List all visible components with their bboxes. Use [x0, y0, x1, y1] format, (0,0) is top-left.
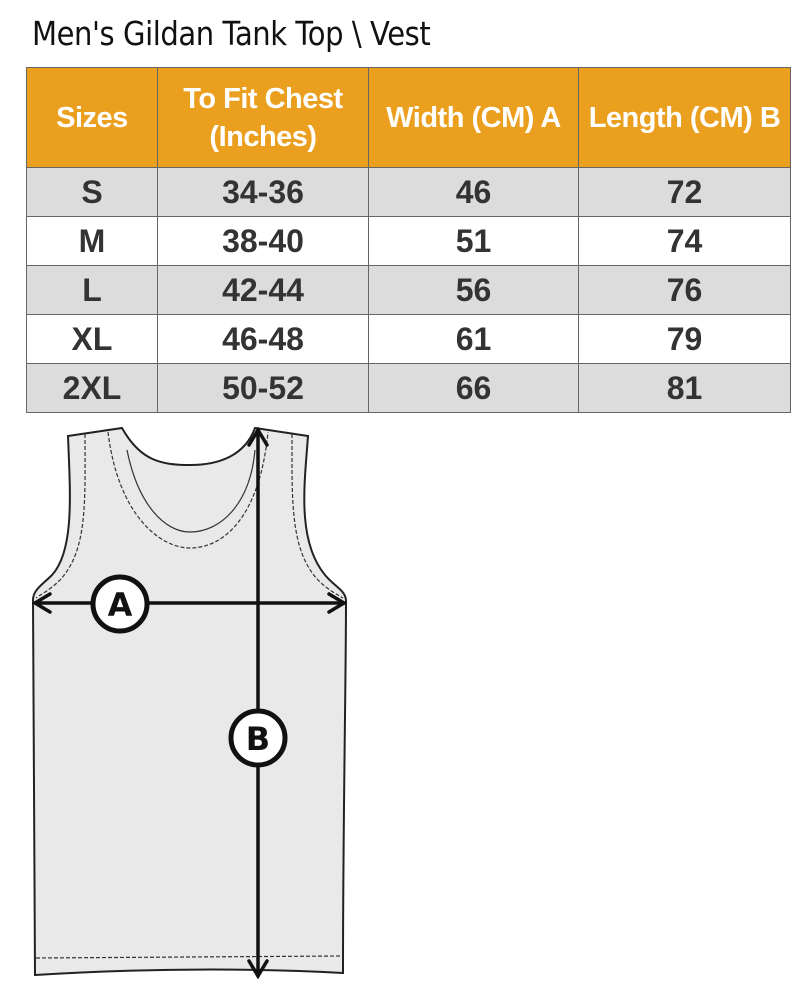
neck-trim: [107, 431, 269, 549]
chart-title: Men's Gildan Tank Top \ Vest: [32, 14, 431, 53]
table-row: M 38-40 51 74: [26, 216, 791, 266]
cell-length: 79: [578, 314, 791, 364]
cell-width: 46: [368, 167, 579, 217]
size-table: Sizes To Fit Chest (Inches) Width (CM) A…: [26, 67, 791, 413]
header-length: Length (CM) B: [578, 67, 791, 168]
garment-outline: [31, 426, 348, 977]
cell-size: S: [26, 167, 158, 217]
cell-size: XL: [26, 314, 158, 364]
cell-chest: 42-44: [157, 265, 369, 315]
cell-size: L: [26, 265, 158, 315]
header-chest: To Fit Chest (Inches): [157, 67, 369, 168]
cell-length: 76: [578, 265, 791, 315]
cell-width: 61: [368, 314, 579, 364]
table-row: S 34-36 46 72: [26, 167, 791, 217]
cell-size: M: [26, 216, 158, 266]
width-arrow: [31, 592, 348, 614]
tank-top-diagram: A B: [31, 426, 348, 980]
cell-length: 74: [578, 216, 791, 266]
header-sizes: Sizes: [26, 67, 158, 168]
marker-b: B: [228, 708, 288, 768]
neck-inner: [126, 449, 256, 533]
cell-chest: 50-52: [157, 363, 369, 413]
svg-text:A: A: [108, 586, 133, 624]
cell-size: 2XL: [26, 363, 158, 413]
header-row: Sizes To Fit Chest (Inches) Width (CM) A…: [26, 67, 791, 168]
cell-length: 81: [578, 363, 791, 413]
table-row: L 42-44 56 76: [26, 265, 791, 315]
cell-width: 66: [368, 363, 579, 413]
marker-a: A: [90, 574, 150, 634]
table-row: 2XL 50-52 66 81: [26, 363, 791, 413]
header-width: Width (CM) A: [368, 67, 579, 168]
cell-chest: 34-36: [157, 167, 369, 217]
length-arrow: [247, 426, 269, 980]
left-armhole-trim: [35, 433, 86, 599]
right-armhole-trim: [291, 433, 344, 599]
hem-stitch: [35, 955, 343, 959]
cell-chest: 46-48: [157, 314, 369, 364]
cell-width: 56: [368, 265, 579, 315]
cell-chest: 38-40: [157, 216, 369, 266]
table-row: XL 46-48 61 79: [26, 314, 791, 364]
cell-length: 72: [578, 167, 791, 217]
svg-text:B: B: [246, 720, 270, 758]
cell-width: 51: [368, 216, 579, 266]
